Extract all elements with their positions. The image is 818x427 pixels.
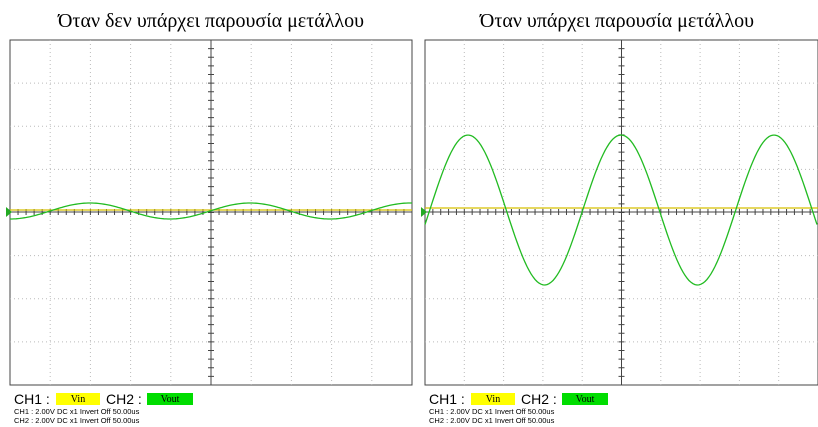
ch1-name: Vin — [486, 394, 500, 405]
panel-title: Όταν δεν υπάρχει παρουσία μετάλλου — [57, 10, 364, 32]
ch1-label: CH1 : — [429, 391, 465, 407]
ch2-name: Vout — [576, 394, 595, 405]
ch2-label: CH2 : — [106, 391, 142, 407]
channel-info: CH1 : 2.00V DC x1 Invert Off 50.00us — [14, 407, 140, 416]
oscilloscope-comparison: Όταν δεν υπάρχει παρουσία μετάλλου CH1 : V… — [0, 0, 818, 427]
ch2-name: Vout — [161, 394, 180, 405]
ch1-name: Vin — [71, 394, 85, 405]
channel-info: CH1 : 2.00V DC x1 Invert Off 50.00us — [429, 407, 555, 416]
ch1-label: CH1 : — [14, 391, 50, 407]
scope-panel: Όταν υπάρχει παρουσία μετάλλου CH1 : Vin CH… — [421, 10, 818, 425]
channel-info: CH2 : 2.00V DC x1 Invert Off 50.00us — [429, 416, 555, 425]
channel-info: CH2 : 2.00V DC x1 Invert Off 50.00us — [14, 416, 140, 425]
panel-title: Όταν υπάρχει παρουσία μετάλλου — [479, 10, 754, 32]
scope-panel: Όταν δεν υπάρχει παρουσία μετάλλου CH1 : V… — [6, 10, 412, 425]
ch2-label: CH2 : — [521, 391, 557, 407]
